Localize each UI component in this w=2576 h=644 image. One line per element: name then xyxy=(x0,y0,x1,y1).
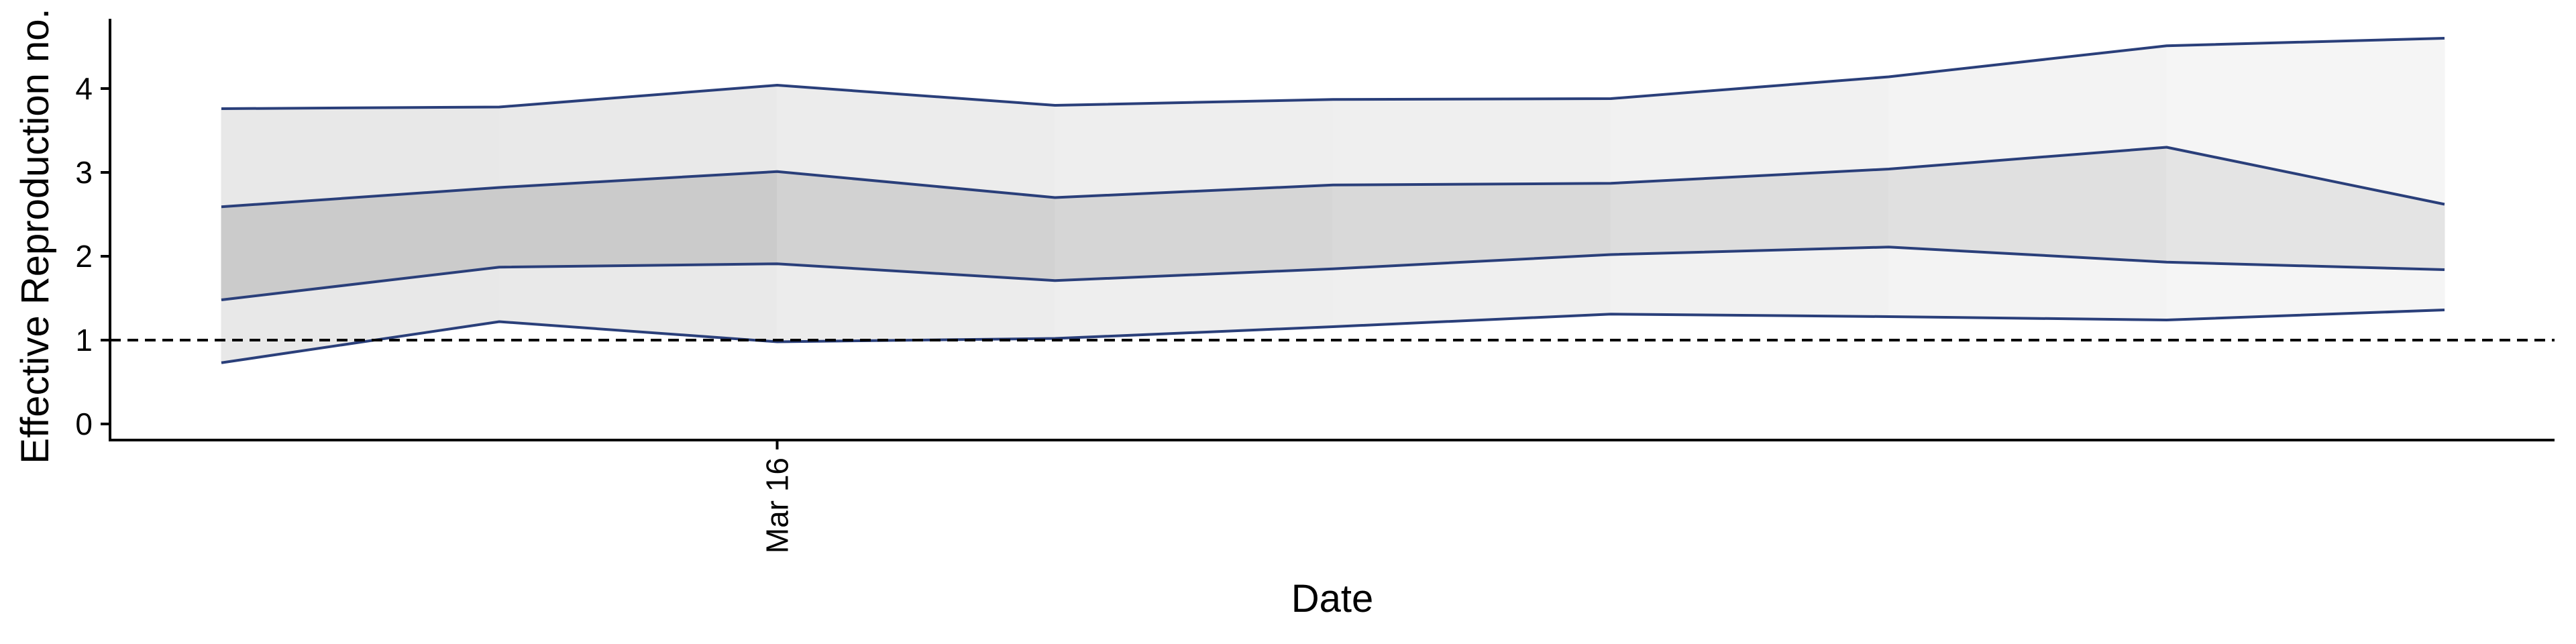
interval-bands xyxy=(221,38,2445,364)
series-line xyxy=(221,309,2445,364)
y-tick-label: 2 xyxy=(75,239,93,274)
y-tick-label: 4 xyxy=(75,71,93,106)
y-axis-title: Effective Reproduction no. xyxy=(13,8,57,464)
x-axis-title: Date xyxy=(1291,577,1374,621)
inner-band-segment xyxy=(1055,184,1334,281)
series-line xyxy=(221,246,2445,301)
series-lines xyxy=(221,37,2445,364)
series-line xyxy=(221,146,2445,209)
y-tick-label: 1 xyxy=(75,323,93,358)
x-axis-ticks: Mar 16 xyxy=(760,440,795,553)
y-axis-ticks: 0 1 2 3 4 xyxy=(75,71,110,441)
x-tick-label: Mar 16 xyxy=(760,458,795,553)
y-tick-label: 0 xyxy=(75,407,93,441)
y-tick-label: 3 xyxy=(75,155,93,190)
series-line xyxy=(221,37,2445,110)
